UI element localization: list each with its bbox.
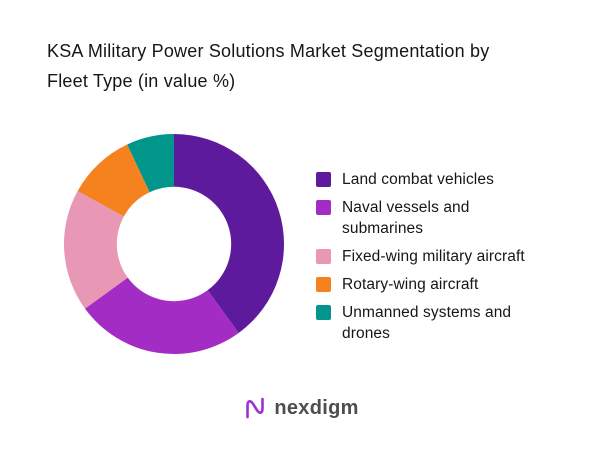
logo-text: nexdigm: [274, 396, 359, 419]
nexdigm-logo-icon: [246, 397, 265, 419]
legend-label: Unmanned systems and drones: [342, 304, 512, 342]
legend-label: Naval vessels and submarines: [342, 199, 470, 237]
brand-logo: nexdigm: [0, 396, 602, 420]
donut-segment: [64, 191, 128, 309]
donut-chart-svg: [64, 134, 284, 354]
legend-swatch: [316, 249, 331, 264]
legend-swatch: [316, 277, 331, 292]
donut-segment: [85, 277, 239, 354]
chart-title-line2: Fleet Type (in value %): [47, 71, 236, 91]
legend-item: Naval vessels and submarines: [316, 197, 525, 239]
donut-segment: [77, 144, 150, 217]
donut-segment: [127, 134, 174, 193]
legend-item: Rotary-wing aircraft: [316, 274, 525, 295]
legend-item: Land combat vehicles: [316, 169, 525, 190]
legend-label: Fixed-wing military aircraft: [342, 248, 525, 265]
donut-chart: [56, 126, 292, 362]
legend-swatch: [316, 172, 331, 187]
legend-label: Rotary-wing aircraft: [342, 276, 479, 293]
donut-segment: [174, 134, 284, 333]
legend-item: Unmanned systems and drones: [316, 302, 525, 344]
legend-label: Land combat vehicles: [342, 171, 494, 188]
legend-item: Fixed-wing military aircraft: [316, 246, 525, 267]
chart-legend: Land combat vehicles Naval vessels and sub…: [316, 169, 525, 344]
chart-title: KSA Military Power Solutions Market Segm…: [47, 36, 567, 96]
chart-title-line1: KSA Military Power Solutions Market Segm…: [47, 41, 490, 61]
legend-swatch: [316, 200, 331, 215]
legend-swatch: [316, 305, 331, 320]
